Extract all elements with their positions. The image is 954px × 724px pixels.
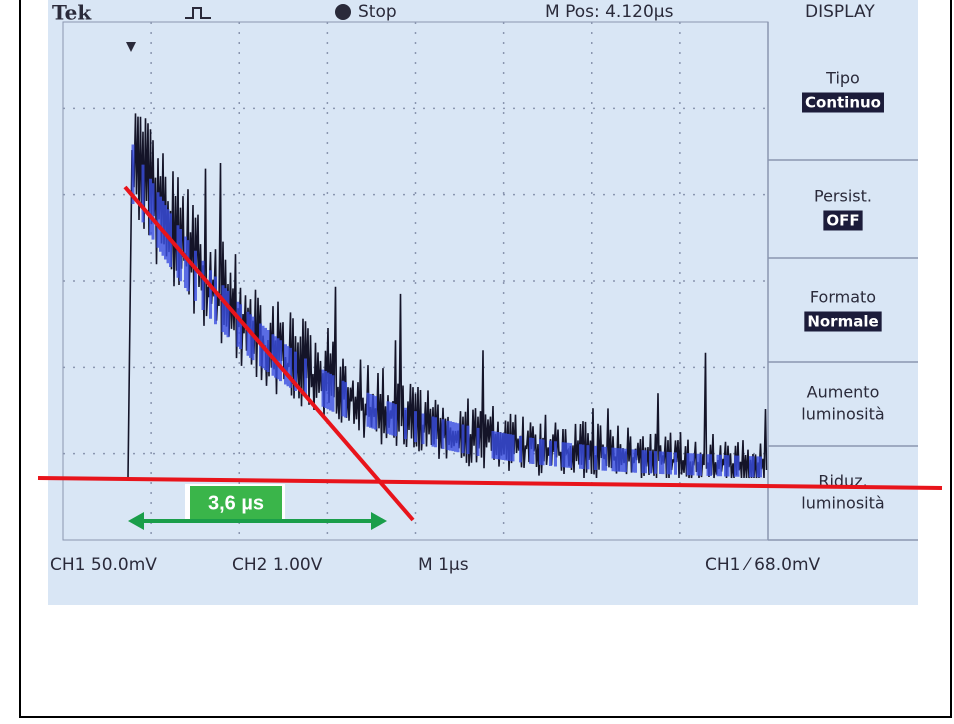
menu-value: Continuo <box>805 94 881 112</box>
position: M Pos: 4.120µs <box>545 2 674 22</box>
menu-label: Persist. <box>814 187 872 206</box>
menu-title: DISPLAY <box>805 2 875 22</box>
status: Stop <box>358 2 397 22</box>
menu-label: luminosità <box>801 494 884 513</box>
menu-label: Tipo <box>825 69 860 88</box>
menu-value: OFF <box>826 212 859 230</box>
menu-label: Formato <box>810 288 876 307</box>
menu-value: Normale <box>807 313 878 331</box>
page: {"header": {"brand": "Tek", "status": "S… <box>0 0 954 724</box>
scope-screen <box>48 0 918 605</box>
menu-label: Aumento <box>807 383 880 402</box>
ch1-scale: CH1 50.0mV <box>50 555 157 575</box>
timebase: M 1µs <box>418 555 469 575</box>
ch2-scale: CH2 1.00V <box>232 555 323 575</box>
brand: Tek <box>52 1 92 25</box>
slide: Tek Stop M Pos: 4.120µs DISPLAY Tipo Cont… <box>0 0 954 720</box>
time-annotation-label: 3,6 µs <box>208 492 264 514</box>
trigger-level: CH1 ⁄ 68.0mV <box>705 555 821 575</box>
status-dot <box>335 4 351 20</box>
menu-label: luminosità <box>801 405 884 424</box>
